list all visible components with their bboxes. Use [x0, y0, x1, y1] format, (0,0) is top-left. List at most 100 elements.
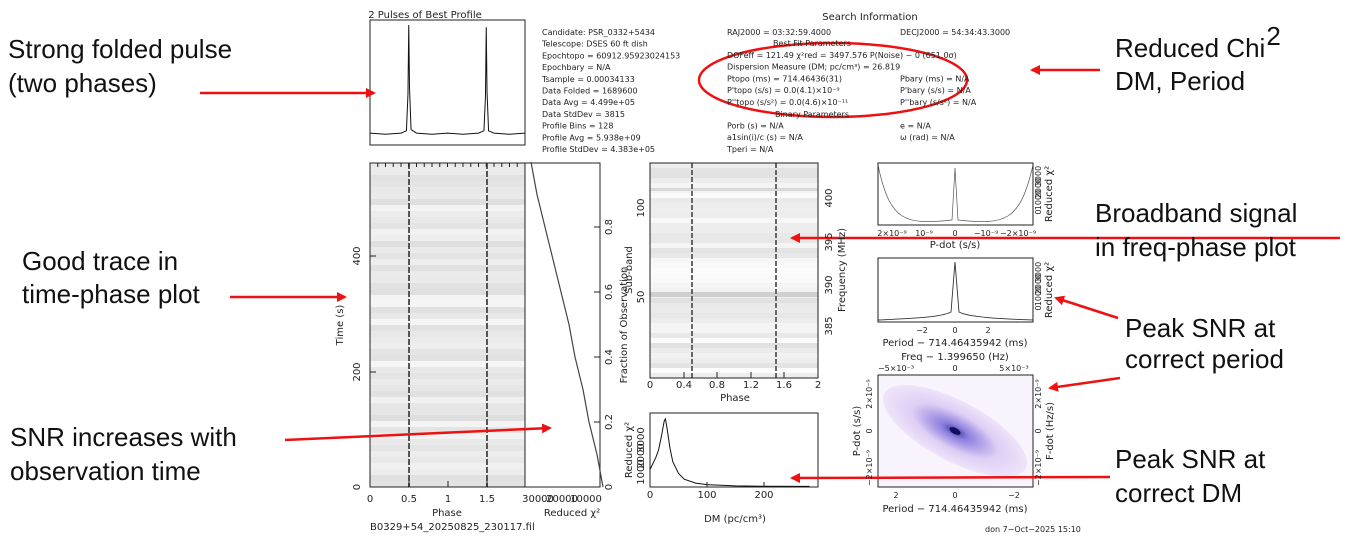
x-axis-label: Period − 714.46435942 (ms): [882, 338, 1027, 349]
info-line: Pbary (ms) = N/A: [900, 74, 970, 83]
texture-row: [650, 233, 818, 238]
texture-row: [650, 173, 818, 178]
texture-row: [370, 439, 525, 445]
y-tick-label: 50: [636, 291, 647, 304]
info-line: RAJ2000 = 03:32:59.4000: [727, 28, 831, 37]
pdot-curve: [877, 164, 1034, 223]
top-tick-label: 0: [952, 364, 957, 373]
texture-row: [650, 358, 818, 363]
y-tick-label: 0.6: [604, 284, 615, 300]
info-line: Ptopo (ms) = 714.46436(31): [727, 74, 842, 83]
y-axis-label: Time (s): [335, 305, 346, 347]
x-tick-label: 0: [367, 494, 373, 505]
y2-axis-label: Reduced χ²: [1044, 262, 1055, 318]
y-tick-label: 1000: [636, 459, 647, 484]
annotation: in freq-phase plot: [1095, 232, 1297, 262]
info-line: Candidate: PSR_0332+5434: [542, 28, 655, 37]
texture-row: [650, 228, 818, 233]
texture-row: [650, 328, 818, 333]
info-line: Data Folded = 1689600: [542, 87, 638, 96]
info-line: ω (rad) = N/A: [900, 133, 955, 142]
y-tick-label: 2000: [636, 443, 647, 468]
info-heading: Binary Parameters: [775, 110, 849, 119]
y-tick-label: 200: [352, 362, 363, 381]
texture-row: [370, 445, 525, 451]
x-tick-label: 1.2: [743, 380, 759, 391]
texture-row: [370, 259, 525, 265]
texture-row: [370, 367, 525, 373]
texture-row: [650, 303, 818, 308]
texture-row: [370, 409, 525, 415]
annotation: (two phases): [8, 68, 157, 98]
texture-row: [370, 307, 525, 313]
annotation: SNR increases with: [10, 422, 237, 452]
texture-row: [650, 223, 818, 228]
info-line: Dispersion Measure (DM; pc/cm³) = 26.819: [727, 63, 900, 72]
texture-row: [650, 288, 818, 293]
texture-row: [370, 229, 525, 235]
ppdot-frame: [877, 374, 1034, 488]
y-tick-label: 0.8: [604, 219, 615, 235]
dm-line: [649, 417, 810, 487]
texture-row: [650, 213, 818, 218]
y2-tick-label: 0: [1034, 428, 1043, 433]
x-axis-label: Phase: [720, 393, 750, 404]
texture-row: [650, 193, 818, 198]
y-axis-label: Sub-band: [624, 246, 635, 294]
texture-row: [370, 385, 525, 391]
texture-row: [370, 205, 525, 211]
texture-row: [370, 313, 525, 319]
info-line: Profile Bins = 128: [542, 122, 613, 131]
texture-row: [650, 268, 818, 273]
x-tick-label: 1: [445, 494, 451, 505]
y-axis-label: Fraction of Observation: [619, 267, 630, 384]
texture-row: [370, 199, 525, 205]
info-line: Telescope: DSES 60 ft dish: [541, 40, 648, 49]
arrow: [790, 472, 1111, 483]
top-axis-label: Freq − 1.399650 (Hz): [901, 352, 1009, 363]
texture-row: [650, 273, 818, 278]
texture-row: [370, 241, 525, 247]
y-tick-label: 3000: [636, 427, 647, 452]
info-line: Epochbary = N/A: [542, 63, 611, 72]
y2-tick-label: 395: [824, 232, 835, 251]
x-tick-label: 0: [952, 491, 957, 500]
y-tick-label: 100: [636, 198, 647, 217]
x-tick-label: 0.5: [401, 494, 417, 505]
texture-row: [370, 295, 525, 301]
y2-axis-label: Reduced χ²: [1044, 166, 1055, 222]
texture-row: [650, 368, 818, 373]
x-axis-label: Period − 714.46435942 (ms): [882, 504, 1027, 515]
y2-tick-label: 2×10⁻⁹: [1034, 379, 1043, 408]
info-line: DECJ2000 = 54:34:43.3000: [900, 28, 1010, 37]
info-line: a1sin(i)/c (s) = N/A: [727, 133, 803, 142]
y2-tick-label: 1000: [1034, 286, 1043, 306]
annotation: Strong folded pulse: [8, 34, 232, 64]
x-tick-label: 2: [815, 380, 821, 391]
annotation: Reduced Chi: [1115, 33, 1265, 63]
texture-row: [370, 457, 525, 463]
texture-row: [370, 391, 525, 397]
annotation: Good trace in: [22, 246, 178, 276]
texture-row: [650, 238, 818, 243]
x-tick-label: 2×10⁻⁹: [877, 229, 906, 238]
y2-tick-label: 3000: [1034, 262, 1043, 282]
dm-frame: [649, 412, 819, 488]
texture-row: [370, 301, 525, 307]
x-tick-label: 200: [754, 490, 773, 501]
y2-tick-label: 400: [824, 188, 835, 207]
period-frame: [877, 257, 1034, 323]
texture-row: [370, 217, 525, 223]
profile-frame: [369, 19, 526, 146]
texture-row: [650, 208, 818, 213]
arrow: [1048, 376, 1121, 392]
info-line: Tsample = 0.00034133: [541, 75, 635, 84]
texture-row: [650, 308, 818, 313]
texture-row: [370, 415, 525, 421]
texture-row: [370, 361, 525, 367]
info-heading: Search Information: [822, 12, 917, 23]
texture-row: [650, 283, 818, 288]
info-line: Profile Avg = 5.938e+09: [542, 133, 641, 142]
annotation: correct period: [1125, 344, 1284, 374]
